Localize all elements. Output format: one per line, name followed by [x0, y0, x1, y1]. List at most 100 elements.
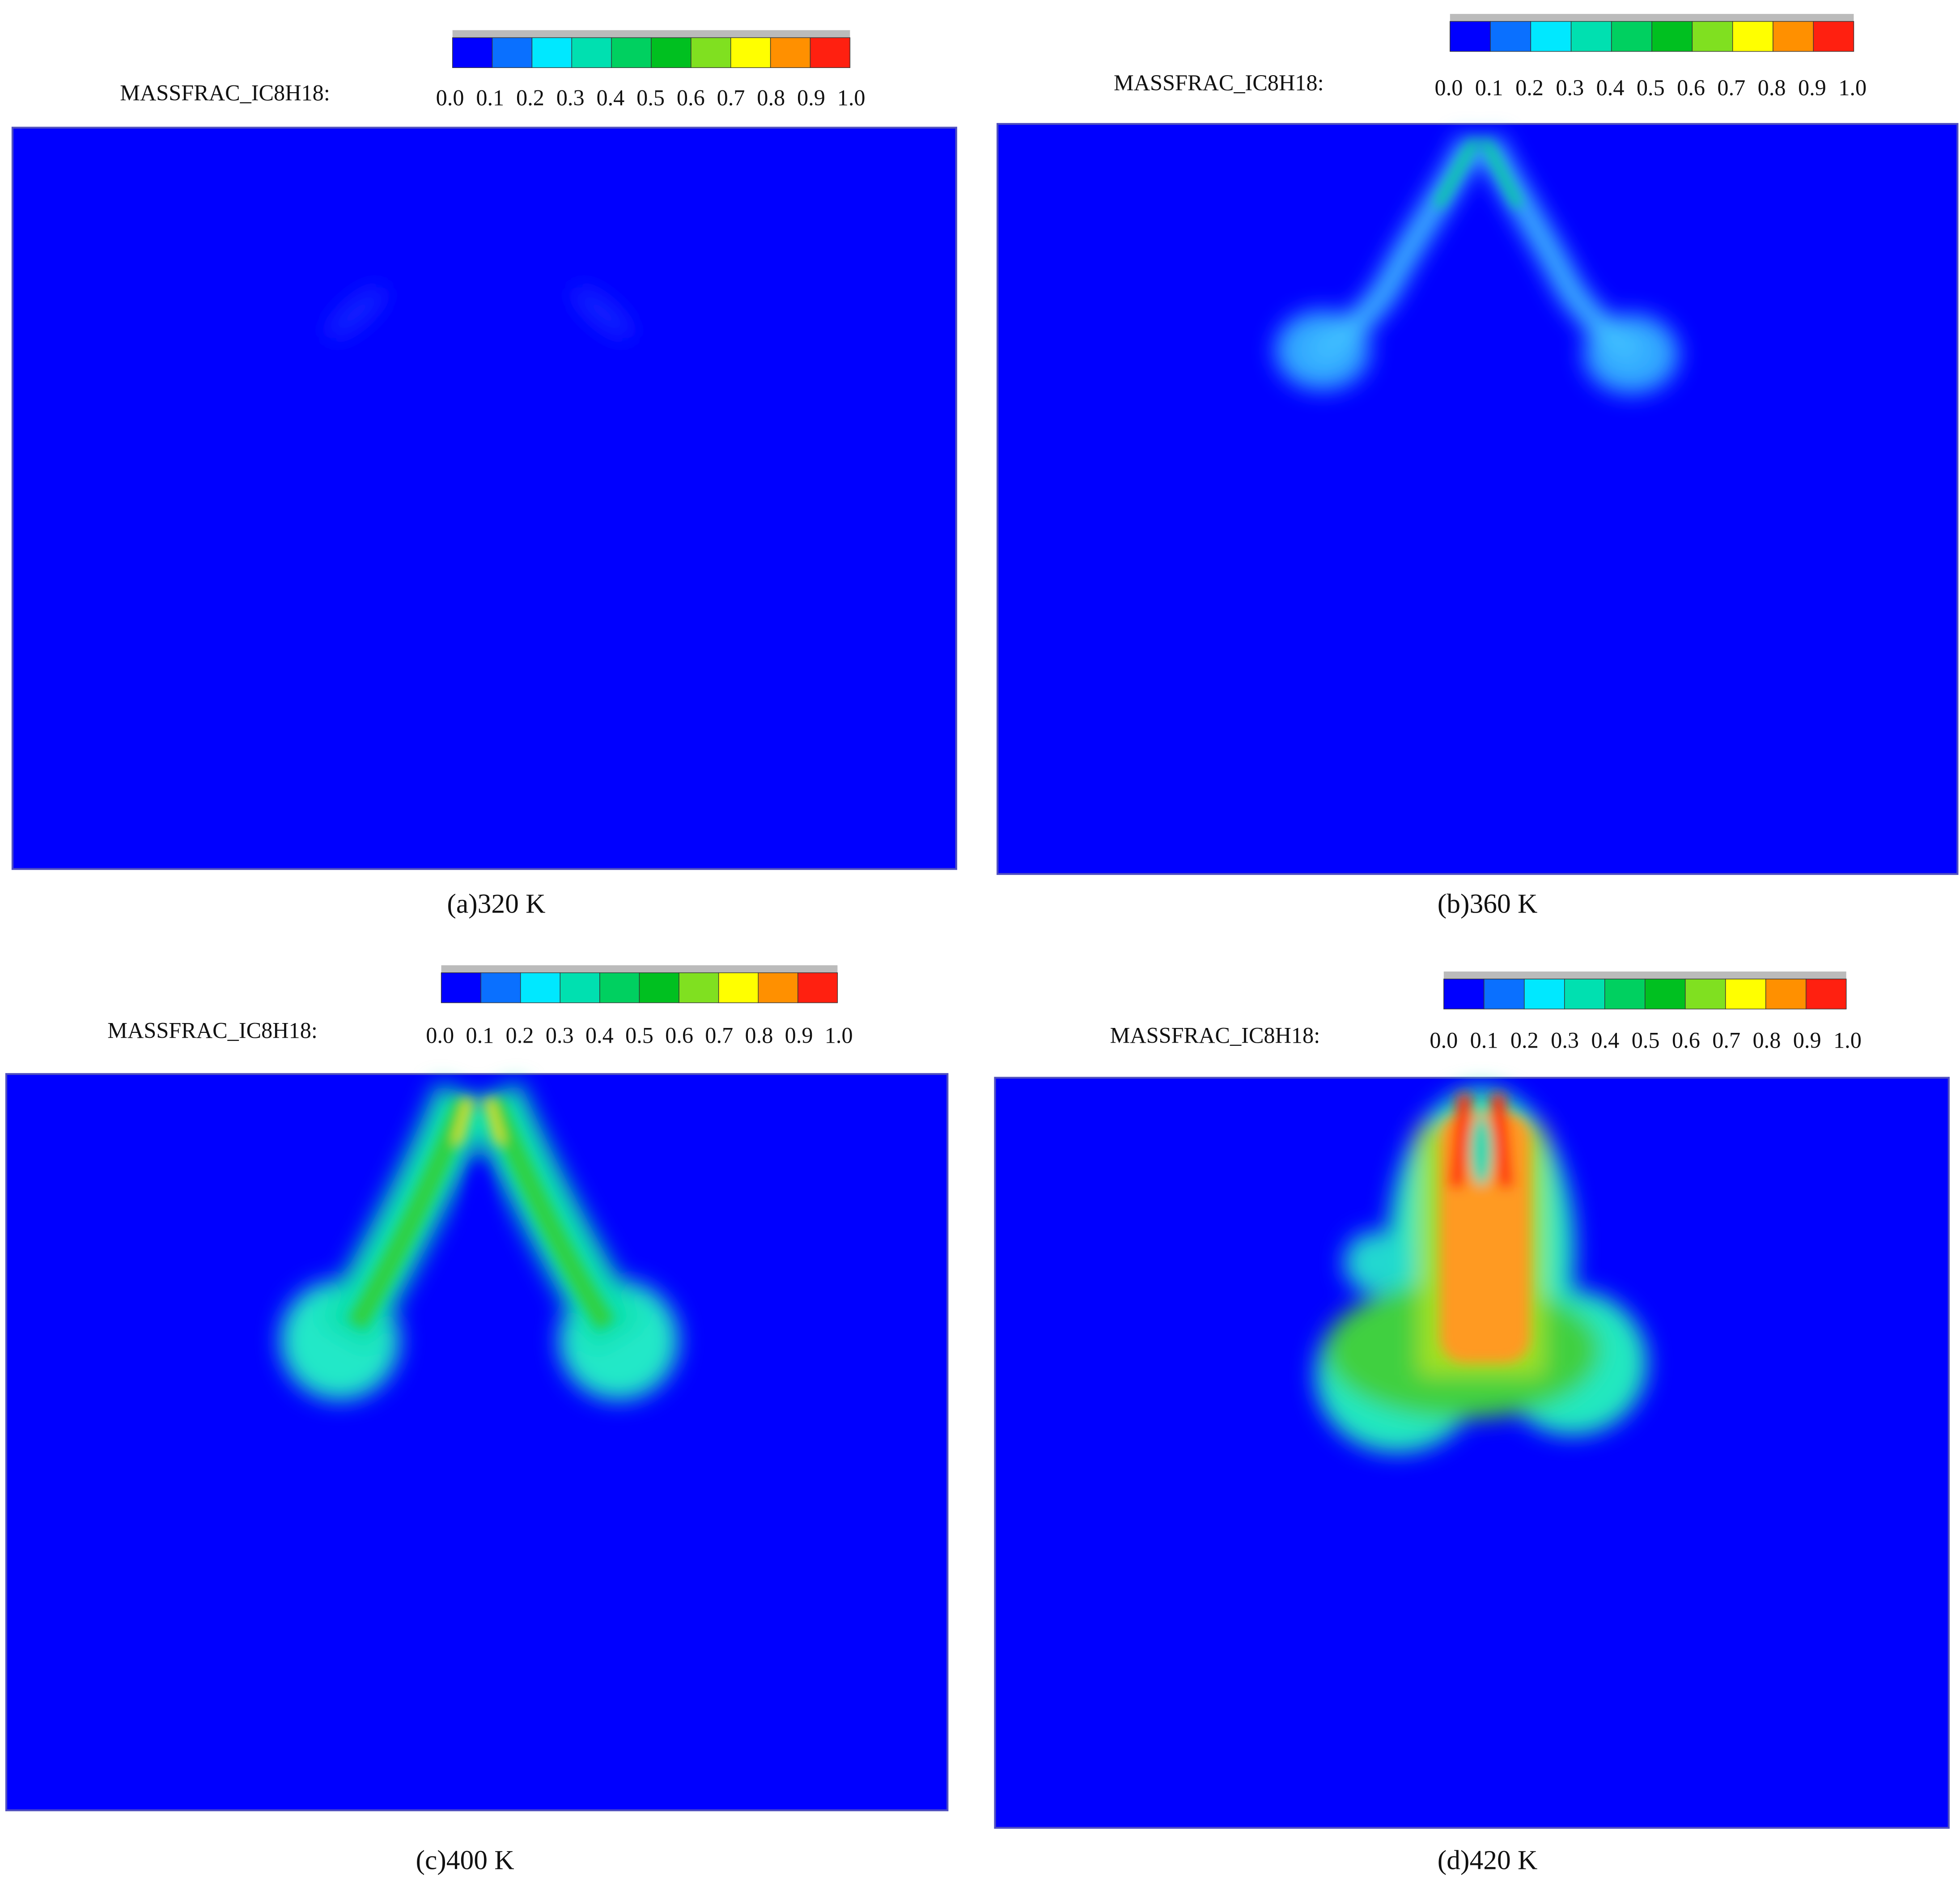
colorbar-segment — [1450, 21, 1491, 52]
colorbar-shadow — [1443, 971, 1846, 979]
contour-field — [997, 123, 1959, 875]
colorbar-segment — [758, 972, 798, 1003]
colorbar-segment — [810, 37, 851, 68]
colorbar-segment — [1530, 21, 1572, 52]
plume-b — [1275, 135, 1679, 394]
colorbar-tick-label: 0.5 — [1637, 75, 1665, 100]
colorbar-tick-label: 1.0 — [837, 85, 865, 110]
colorbar-segment — [1611, 21, 1652, 52]
colorbar-segment — [452, 37, 493, 68]
plume-c — [280, 1082, 679, 1401]
variable-label: MASSFRAC_IC8H18: — [107, 1018, 318, 1043]
colorbar-tick-label: 0.4 — [1596, 75, 1625, 100]
colorbar-tick-label: 0.2 — [1515, 75, 1544, 100]
panel-caption: (a)320 K — [447, 889, 545, 919]
colorbar-tick-label: 0.8 — [1753, 1028, 1781, 1053]
colorbar-segment — [1651, 21, 1693, 52]
colorbar-tick-label: 0.0 — [1435, 75, 1463, 100]
colorbar-tick-label: 0.3 — [556, 85, 585, 110]
colorbar-segment — [571, 37, 612, 68]
colorbar-tick-label: 0.1 — [466, 1023, 494, 1048]
colorbar-tick-label: 1.0 — [825, 1023, 853, 1048]
colorbar-segment — [1732, 21, 1773, 52]
colorbar-tick-label: 0.3 — [1556, 75, 1584, 100]
colorbar-tick-label: 0.8 — [1758, 75, 1786, 100]
contour-field — [11, 127, 957, 870]
colorbar-segment — [520, 972, 560, 1003]
colorbar-tick-label: 0.9 — [1793, 1028, 1821, 1053]
colorbar-tick-label: 0.4 — [596, 85, 624, 110]
colorbar-segment — [1645, 978, 1686, 1010]
colorbar-tick-label: 0.4 — [585, 1023, 614, 1048]
colorbar-tick-label: 0.3 — [1551, 1028, 1579, 1053]
colorbar-segment — [560, 972, 600, 1003]
colorbar-tick-label: 0.2 — [516, 85, 544, 110]
colorbar-segment — [1604, 978, 1646, 1010]
colorbar-segment — [441, 972, 481, 1003]
colorbar-segment — [1692, 21, 1733, 52]
colorbar-segment — [1765, 978, 1807, 1010]
colorbar-segment — [1773, 21, 1814, 52]
colorbar-segment — [679, 972, 719, 1003]
colorbar-segment — [1564, 978, 1605, 1010]
colorbar-segment — [1443, 978, 1485, 1010]
colorbar-segment — [1813, 21, 1854, 52]
colorbar-segment — [1570, 21, 1612, 52]
colorbar-tick-label: 0.5 — [625, 1023, 653, 1048]
colorbar-segment — [492, 37, 533, 68]
colorbar-segment — [691, 37, 731, 68]
colorbar-tick-label: 0.7 — [705, 1023, 733, 1048]
colorbar-tick-label: 0.7 — [1717, 75, 1745, 100]
colorbar-segment — [770, 37, 811, 68]
variable-label: MASSFRAC_IC8H18: — [120, 80, 330, 105]
panel-caption: (d)420 K — [1438, 1845, 1538, 1875]
plume-d — [1315, 1087, 1648, 1453]
colorbar-segment — [1806, 978, 1847, 1010]
colorbar-tick-label: 0.1 — [476, 85, 504, 110]
colorbar-shadow — [441, 965, 838, 973]
panel-caption: (c)400 K — [416, 1845, 514, 1875]
colorbar-tick-label: 0.4 — [1591, 1028, 1619, 1053]
colorbar-segment — [798, 972, 838, 1003]
plume-a — [326, 287, 632, 339]
labels: MASSFRAC_IC8H18: 0.0 0.1 0.2 0.3 0.4 0.5 0.6 0.7… — [107, 14, 1867, 1875]
colorbar-segment — [480, 972, 521, 1003]
colorbar-tick-label: 0.8 — [745, 1023, 773, 1048]
colorbar-segment — [1490, 21, 1532, 52]
colorbar-segment — [1524, 978, 1565, 1010]
colorbar-tick-label: 0.6 — [677, 85, 705, 110]
panel-caption: (b)360 K — [1438, 889, 1538, 919]
colorbar-segment — [730, 37, 771, 68]
colorbar-tick-label: 0.1 — [1470, 1028, 1498, 1053]
variable-label: MASSFRAC_IC8H18: — [1114, 70, 1324, 95]
colorbar-tick-label: 0.7 — [717, 85, 745, 110]
colorbar-tick-label: 0.3 — [546, 1023, 574, 1048]
colorbar-segment — [639, 972, 679, 1003]
colorbar-shadow — [452, 30, 850, 38]
colorbar-segment — [1484, 978, 1525, 1010]
colorbar-tick-label: 0.5 — [636, 85, 665, 110]
colorbar-segment — [1685, 978, 1726, 1010]
colorbar-tick-label: 0.6 — [1677, 75, 1705, 100]
colorbar-segment — [531, 37, 572, 68]
colorbar-segment — [611, 37, 652, 68]
colorbar-tick-label: 0.0 — [436, 85, 464, 110]
colorbar-tick-label: 0.8 — [757, 85, 785, 110]
variable-label: MASSFRAC_IC8H18: — [1110, 1023, 1320, 1048]
colorbar-tick-label: 0.1 — [1475, 75, 1503, 100]
colorbar-tick-label: 0.2 — [1510, 1028, 1539, 1053]
colorbar-tick-label: 0.7 — [1712, 1028, 1740, 1053]
colorbar-tick-label: 0.0 — [1430, 1028, 1458, 1053]
colorbar-shadow — [1450, 14, 1854, 21]
colorbar-tick-label: 1.0 — [1833, 1028, 1862, 1053]
colorbar-tick-label: 0.6 — [665, 1023, 693, 1048]
colorbar-segment — [1725, 978, 1766, 1010]
colorbar-tick-label: 1.0 — [1838, 75, 1867, 100]
colorbar-tick-label: 0.9 — [785, 1023, 813, 1048]
colorbar-tick-label: 0.9 — [1798, 75, 1826, 100]
colorbar-tick-label: 0.5 — [1632, 1028, 1660, 1053]
colorbar-tick-label: 0.6 — [1672, 1028, 1700, 1053]
colorbar-segment — [718, 972, 759, 1003]
colorbar-tick-label: 0.0 — [426, 1023, 454, 1048]
